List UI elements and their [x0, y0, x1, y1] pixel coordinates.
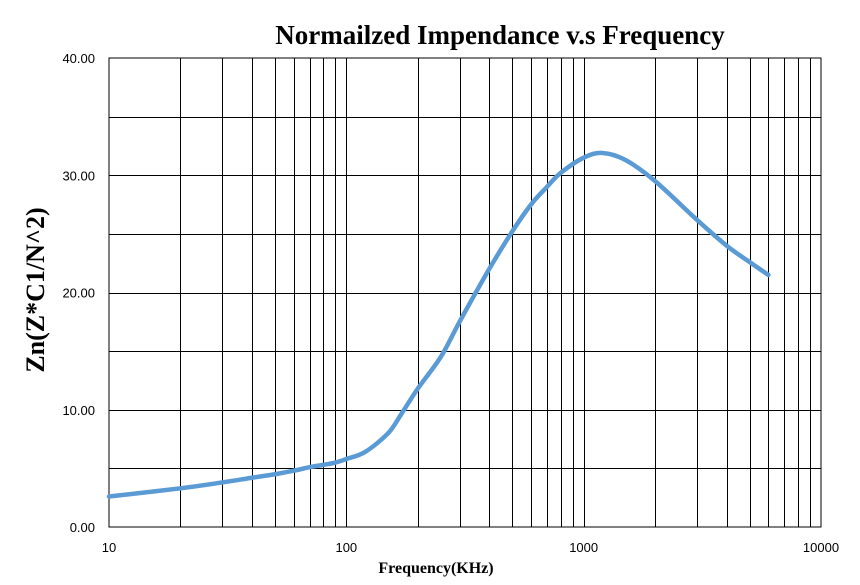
y-tick-label: 20.00 [62, 286, 95, 301]
series-layer [106, 150, 771, 499]
x-tick-label: 10000 [803, 540, 839, 555]
grid [109, 58, 821, 527]
y-axis-ticks: 0.00 10.00 20.00 30.00 40.00 [62, 51, 95, 535]
chart-title: Normailzed Impendance v.s Frequency [275, 20, 725, 50]
y-tick-label: 0.00 [70, 520, 95, 535]
plot-area [108, 57, 822, 528]
x-axis-ticks: 10 100 1000 10000 [102, 540, 839, 555]
x-tick-label: 100 [335, 540, 357, 555]
x-axis-label: Frequency(KHz) [378, 560, 493, 577]
y-tick-label: 40.00 [62, 51, 95, 66]
x-tick-label: 10 [102, 540, 116, 555]
y-tick-label: 10.00 [62, 403, 95, 418]
y-axis-label: Zn(Z*C1/N^2) [21, 207, 50, 372]
y-tick-label: 30.00 [62, 168, 95, 183]
impedance-series-line [106, 150, 771, 499]
x-tick-label: 1000 [569, 540, 598, 555]
